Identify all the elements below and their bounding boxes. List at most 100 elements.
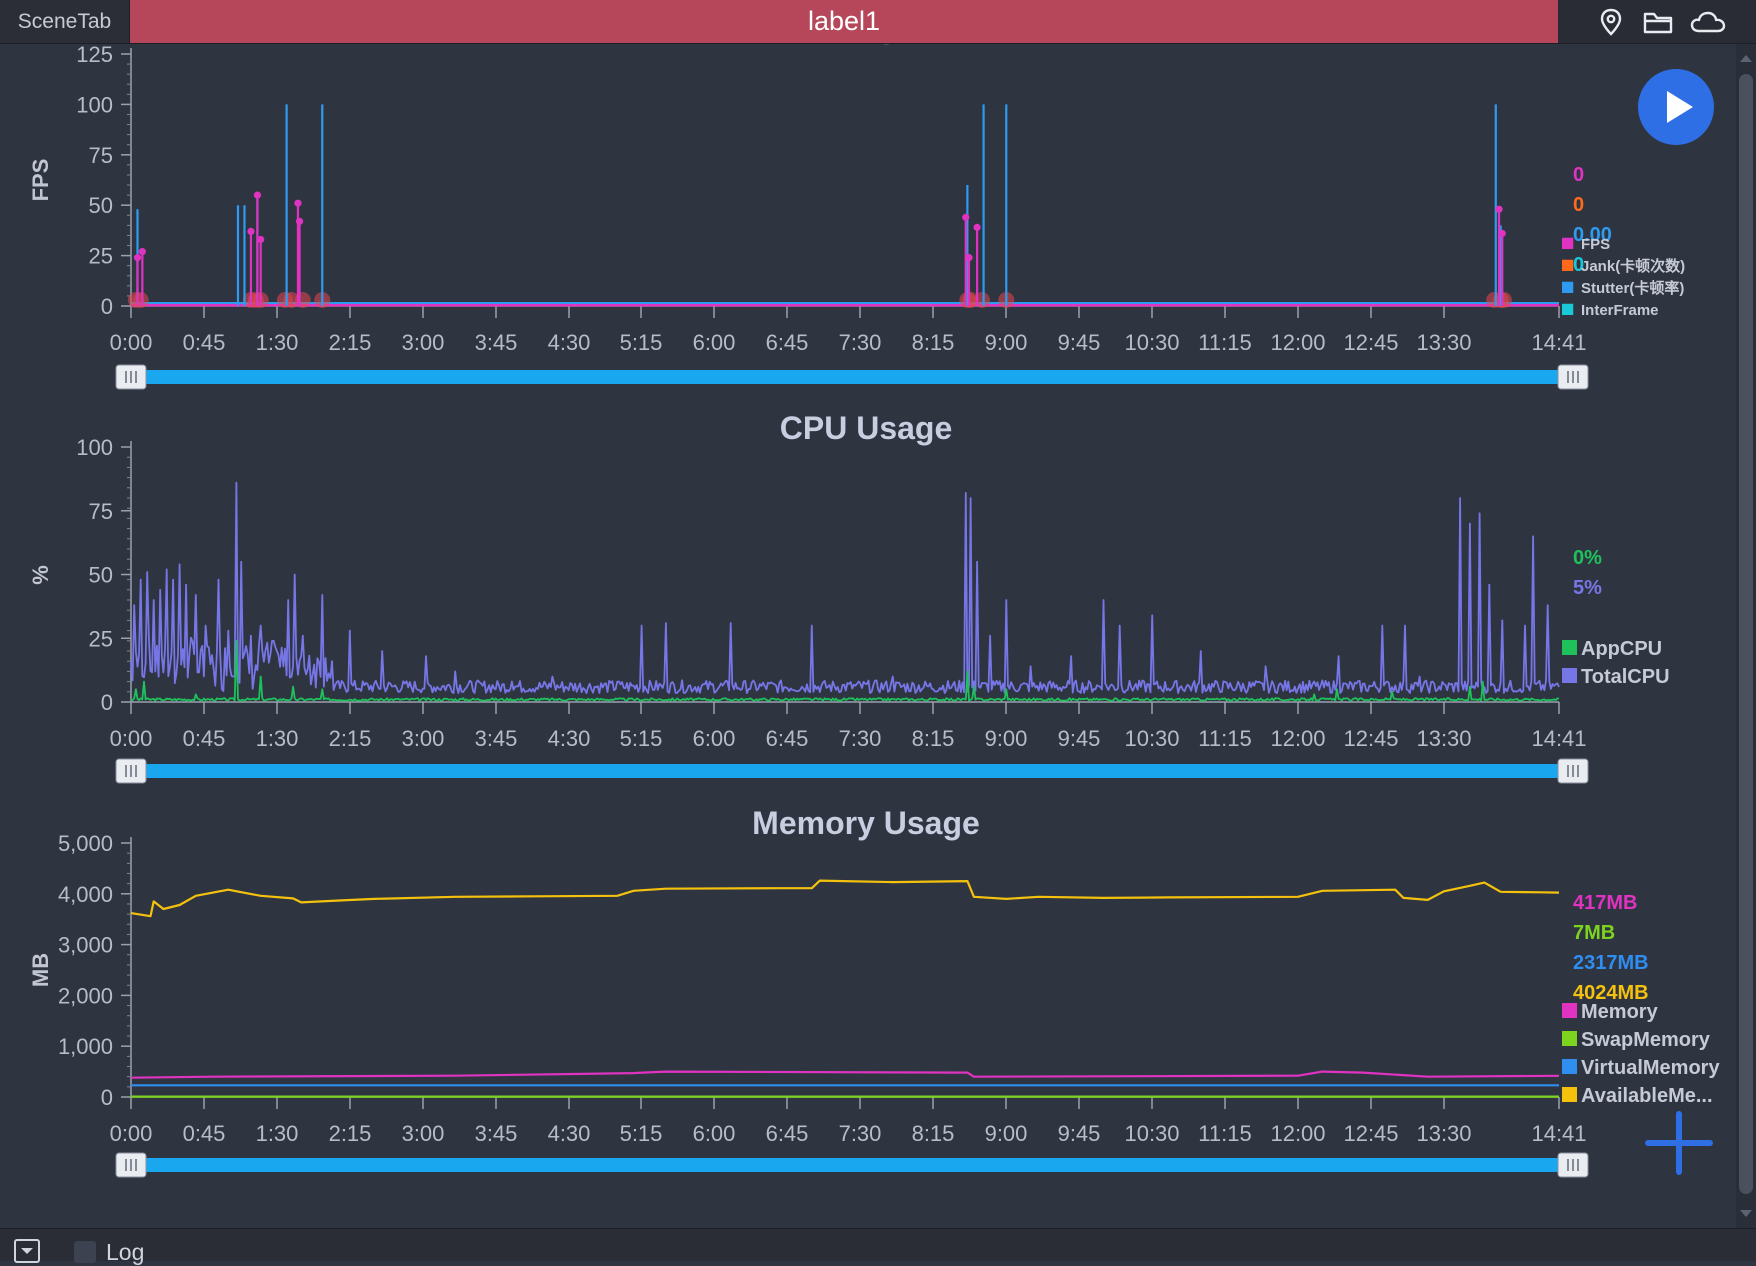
- jank-marker: [132, 292, 149, 308]
- appcpu-line: [130, 639, 1560, 702]
- range-slider-left-handle[interactable]: [115, 364, 147, 390]
- range-slider-track[interactable]: [131, 1158, 1573, 1172]
- range-slider-track[interactable]: [131, 764, 1573, 778]
- readout-value: 0%: [1573, 547, 1602, 569]
- y-tick-label: 1,000: [58, 1034, 113, 1059]
- range-slider-track[interactable]: [131, 370, 1573, 384]
- y-tick-label: 50: [89, 563, 113, 588]
- y-tick-label: 75: [89, 499, 113, 524]
- x-tick-label: 10:30: [1124, 330, 1179, 355]
- x-tick-label: 6:45: [766, 1121, 809, 1146]
- y-tick-label: 0: [101, 294, 113, 319]
- fps-point: [962, 213, 970, 221]
- x-tick-label: 3:00: [402, 330, 445, 355]
- legend-swatch: [1562, 281, 1574, 293]
- chart-title: FPS: [835, 44, 897, 51]
- folder-icon[interactable]: [1641, 6, 1675, 38]
- play-button[interactable]: [1638, 69, 1714, 145]
- x-tick-label: 8:15: [912, 726, 955, 751]
- x-tick-label: 9:45: [1058, 1121, 1101, 1146]
- readout-value: 2317MB: [1573, 952, 1649, 974]
- legend-label: Jank(卡顿次数): [1581, 257, 1685, 275]
- legend-swatch: [1562, 1031, 1577, 1046]
- chart-title: CPU Usage: [780, 410, 953, 446]
- x-tick-label: 12:45: [1343, 330, 1398, 355]
- x-tick-label: 3:45: [475, 726, 518, 751]
- x-tick-label: 9:00: [985, 726, 1028, 751]
- x-tick-label: 9:00: [985, 330, 1028, 355]
- log-checkbox[interactable]: [74, 1241, 96, 1263]
- y-tick-label: 2,000: [58, 983, 113, 1008]
- x-tick-label: 6:45: [766, 726, 809, 751]
- x-tick-label: 13:30: [1416, 726, 1471, 751]
- legend-label: InterFrame: [1581, 302, 1659, 319]
- plot-area: [130, 481, 1560, 702]
- y-tick-label: 75: [89, 143, 113, 168]
- vertical-scrollbar[interactable]: [1736, 44, 1756, 1228]
- range-slider-left-handle[interactable]: [115, 758, 147, 784]
- legend-swatch: [1562, 303, 1574, 315]
- y-axis-label: MB: [28, 953, 53, 987]
- y-tick-label: 50: [89, 193, 113, 218]
- legend-swatch: [1562, 1059, 1577, 1074]
- range-slider-left-handle[interactable]: [115, 1152, 147, 1178]
- log-expand-toggle[interactable]: [14, 1239, 40, 1263]
- x-tick-label: 9:45: [1058, 726, 1101, 751]
- x-tick-label: 1:30: [256, 726, 299, 751]
- range-slider-right-handle[interactable]: [1557, 364, 1589, 390]
- location-pin-icon[interactable]: [1594, 6, 1628, 38]
- plot-area: [127, 104, 1559, 308]
- readout-value: 4024MB: [1573, 982, 1649, 1004]
- readout-value: 7MB: [1573, 922, 1615, 944]
- x-tick-label: 10:30: [1124, 1121, 1179, 1146]
- fps-point: [247, 227, 255, 236]
- range-slider-right-handle[interactable]: [1557, 1152, 1589, 1178]
- x-tick-label: 3:00: [402, 726, 445, 751]
- charts-canvas: FPSFPS02550751001250:000:451:302:153:003…: [28, 15, 1720, 1178]
- x-tick-label: 7:30: [839, 1121, 882, 1146]
- fps-point: [1498, 229, 1506, 238]
- chart-title: Memory Usage: [752, 805, 980, 841]
- y-tick-label: 100: [76, 92, 113, 117]
- fps-point: [253, 191, 262, 199]
- y-tick-label: 3,000: [58, 933, 113, 958]
- legend-swatch: [1562, 237, 1574, 249]
- scroll-up-icon[interactable]: [1738, 52, 1754, 64]
- range-slider-right-handle[interactable]: [1557, 758, 1589, 784]
- add-button[interactable]: [1644, 1108, 1714, 1178]
- legend-swatch: [1562, 668, 1577, 683]
- memory-line: [130, 1070, 1560, 1079]
- x-tick-label: 0:00: [110, 1121, 153, 1146]
- cloud-icon[interactable]: [1688, 6, 1728, 38]
- legend-label: Memory: [1581, 1001, 1659, 1023]
- x-tick-label: 0:00: [110, 726, 153, 751]
- x-tick-label: 5:15: [620, 330, 663, 355]
- x-tick-label: 0:00: [110, 330, 153, 355]
- x-tick-label: 12:45: [1343, 726, 1398, 751]
- fps-point: [965, 254, 973, 262]
- readout-value: 0: [1573, 254, 1584, 276]
- x-tick-label: 1:30: [256, 330, 299, 355]
- x-tick-label: 6:45: [766, 330, 809, 355]
- chart-0: FPSFPS02550751001250:000:451:302:153:003…: [28, 15, 1685, 390]
- x-tick-label: 0:45: [183, 330, 226, 355]
- legend-label: AppCPU: [1581, 638, 1662, 660]
- legend-label: FPS: [1581, 236, 1610, 253]
- legend-label: VirtualMemory: [1581, 1057, 1720, 1079]
- x-tick-label: 5:15: [620, 726, 663, 751]
- tab-scene[interactable]: SceneTab: [0, 0, 130, 43]
- totalcpu-line: [130, 481, 1560, 694]
- y-tick-label: 125: [76, 44, 113, 67]
- charts-panel: FPSFPS02550751001250:000:451:302:153:003…: [0, 15, 1734, 1228]
- x-tick-label: 12:00: [1270, 330, 1325, 355]
- scrollbar-thumb[interactable]: [1739, 74, 1753, 1194]
- legend-label: Stutter(卡顿率): [1581, 279, 1684, 297]
- tab-label1[interactable]: label1: [130, 0, 1558, 43]
- x-tick-label: 4:30: [548, 726, 591, 751]
- legend-swatch: [1562, 1003, 1577, 1018]
- legend-label: TotalCPU: [1581, 666, 1670, 688]
- y-tick-label: 0: [101, 690, 113, 715]
- scroll-down-icon[interactable]: [1738, 1208, 1754, 1220]
- x-tick-label: 3:45: [475, 330, 518, 355]
- chart-2: Memory Usage MB 0 1,000 2,000 3,000 4,000 5,000…: [28, 805, 1720, 1178]
